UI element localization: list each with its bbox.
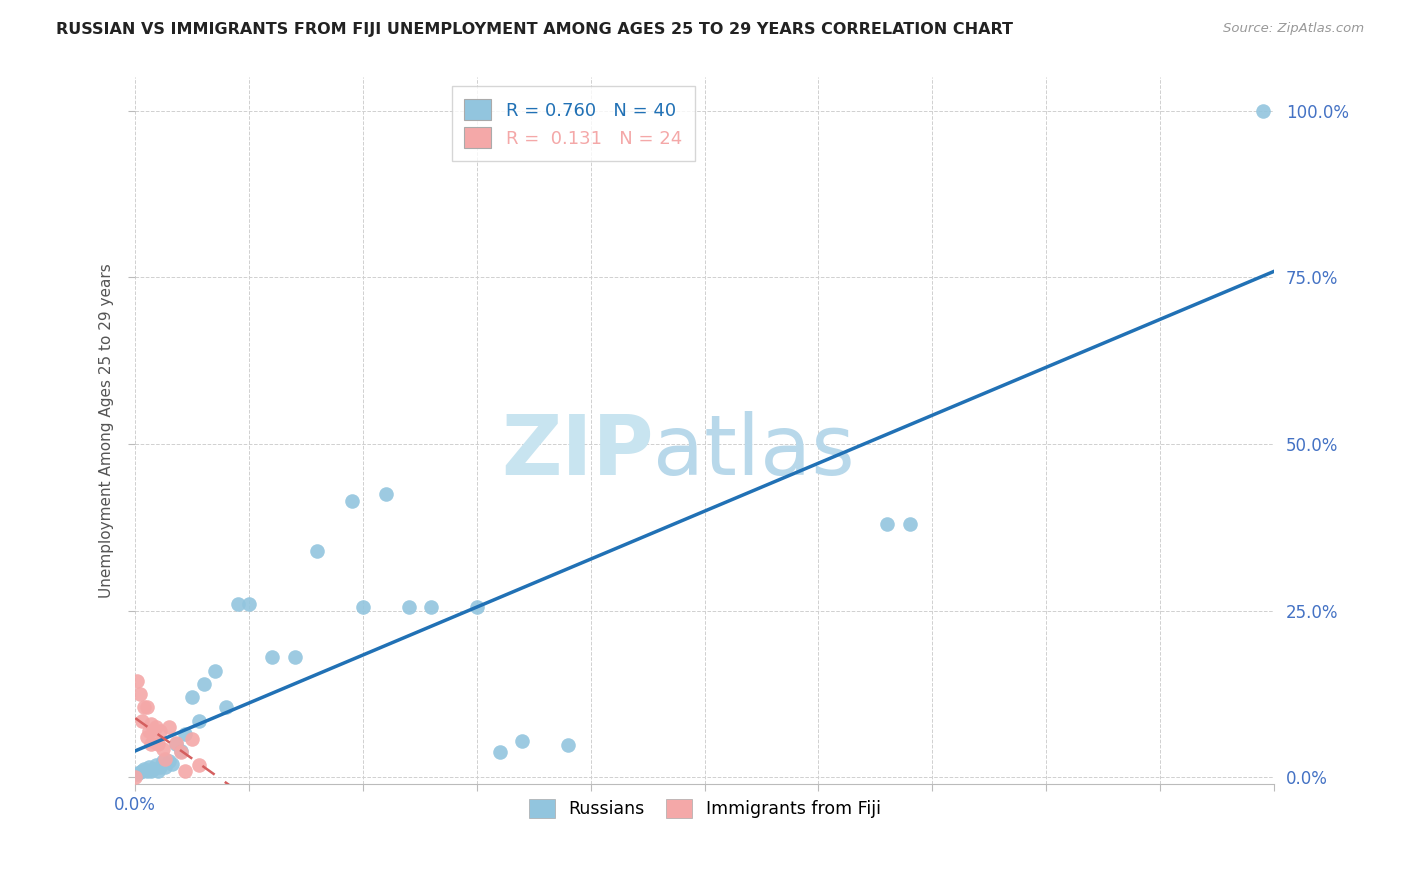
Point bbox=[165, 736, 187, 750]
Point bbox=[135, 764, 157, 778]
Point bbox=[165, 737, 187, 751]
Point bbox=[138, 760, 160, 774]
Point bbox=[374, 487, 396, 501]
Point bbox=[284, 650, 307, 665]
Point bbox=[181, 731, 204, 746]
Point bbox=[128, 687, 150, 701]
Point bbox=[138, 723, 160, 738]
Point bbox=[876, 517, 898, 532]
Point bbox=[465, 600, 488, 615]
Point bbox=[152, 754, 174, 768]
Point bbox=[131, 714, 153, 728]
Point bbox=[157, 754, 180, 768]
Point bbox=[260, 650, 283, 665]
Point bbox=[512, 733, 534, 747]
Legend: Russians, Immigrants from Fiji: Russians, Immigrants from Fiji bbox=[522, 792, 887, 825]
Point bbox=[204, 664, 226, 678]
Point bbox=[127, 767, 149, 781]
Point bbox=[170, 745, 193, 759]
Point bbox=[142, 733, 165, 747]
Point bbox=[488, 745, 510, 759]
Point bbox=[340, 493, 363, 508]
Point bbox=[149, 760, 172, 774]
Point bbox=[146, 737, 169, 751]
Point bbox=[1251, 103, 1274, 118]
Point bbox=[135, 700, 157, 714]
Point bbox=[215, 700, 238, 714]
Point bbox=[127, 673, 149, 688]
Point bbox=[188, 758, 211, 772]
Point bbox=[149, 723, 172, 738]
Point bbox=[174, 727, 197, 741]
Point bbox=[557, 739, 579, 753]
Point bbox=[352, 600, 374, 615]
Point bbox=[145, 758, 167, 772]
Point bbox=[307, 543, 329, 558]
Point bbox=[160, 757, 183, 772]
Point bbox=[153, 760, 176, 774]
Point bbox=[153, 752, 176, 766]
Point bbox=[170, 744, 193, 758]
Point bbox=[152, 742, 174, 756]
Text: Source: ZipAtlas.com: Source: ZipAtlas.com bbox=[1223, 22, 1364, 36]
Point bbox=[139, 764, 162, 778]
Point bbox=[157, 720, 180, 734]
Point bbox=[128, 765, 150, 780]
Point bbox=[135, 731, 157, 745]
Point bbox=[145, 720, 167, 734]
Point bbox=[139, 737, 162, 751]
Point bbox=[898, 517, 921, 532]
Point bbox=[226, 597, 249, 611]
Point bbox=[174, 764, 197, 778]
Point bbox=[181, 690, 204, 705]
Point bbox=[146, 764, 169, 778]
Point bbox=[420, 600, 443, 615]
Point bbox=[142, 762, 165, 776]
Point bbox=[134, 700, 156, 714]
Point bbox=[193, 677, 215, 691]
Point bbox=[398, 600, 420, 615]
Point bbox=[131, 764, 153, 778]
Text: ZIP: ZIP bbox=[501, 411, 654, 492]
Text: atlas: atlas bbox=[654, 411, 855, 492]
Point bbox=[124, 771, 146, 785]
Text: RUSSIAN VS IMMIGRANTS FROM FIJI UNEMPLOYMENT AMONG AGES 25 TO 29 YEARS CORRELATI: RUSSIAN VS IMMIGRANTS FROM FIJI UNEMPLOY… bbox=[56, 22, 1014, 37]
Point bbox=[134, 763, 156, 777]
Point bbox=[139, 717, 162, 731]
Point bbox=[188, 714, 211, 728]
Point bbox=[238, 597, 260, 611]
Y-axis label: Unemployment Among Ages 25 to 29 years: Unemployment Among Ages 25 to 29 years bbox=[100, 263, 114, 599]
